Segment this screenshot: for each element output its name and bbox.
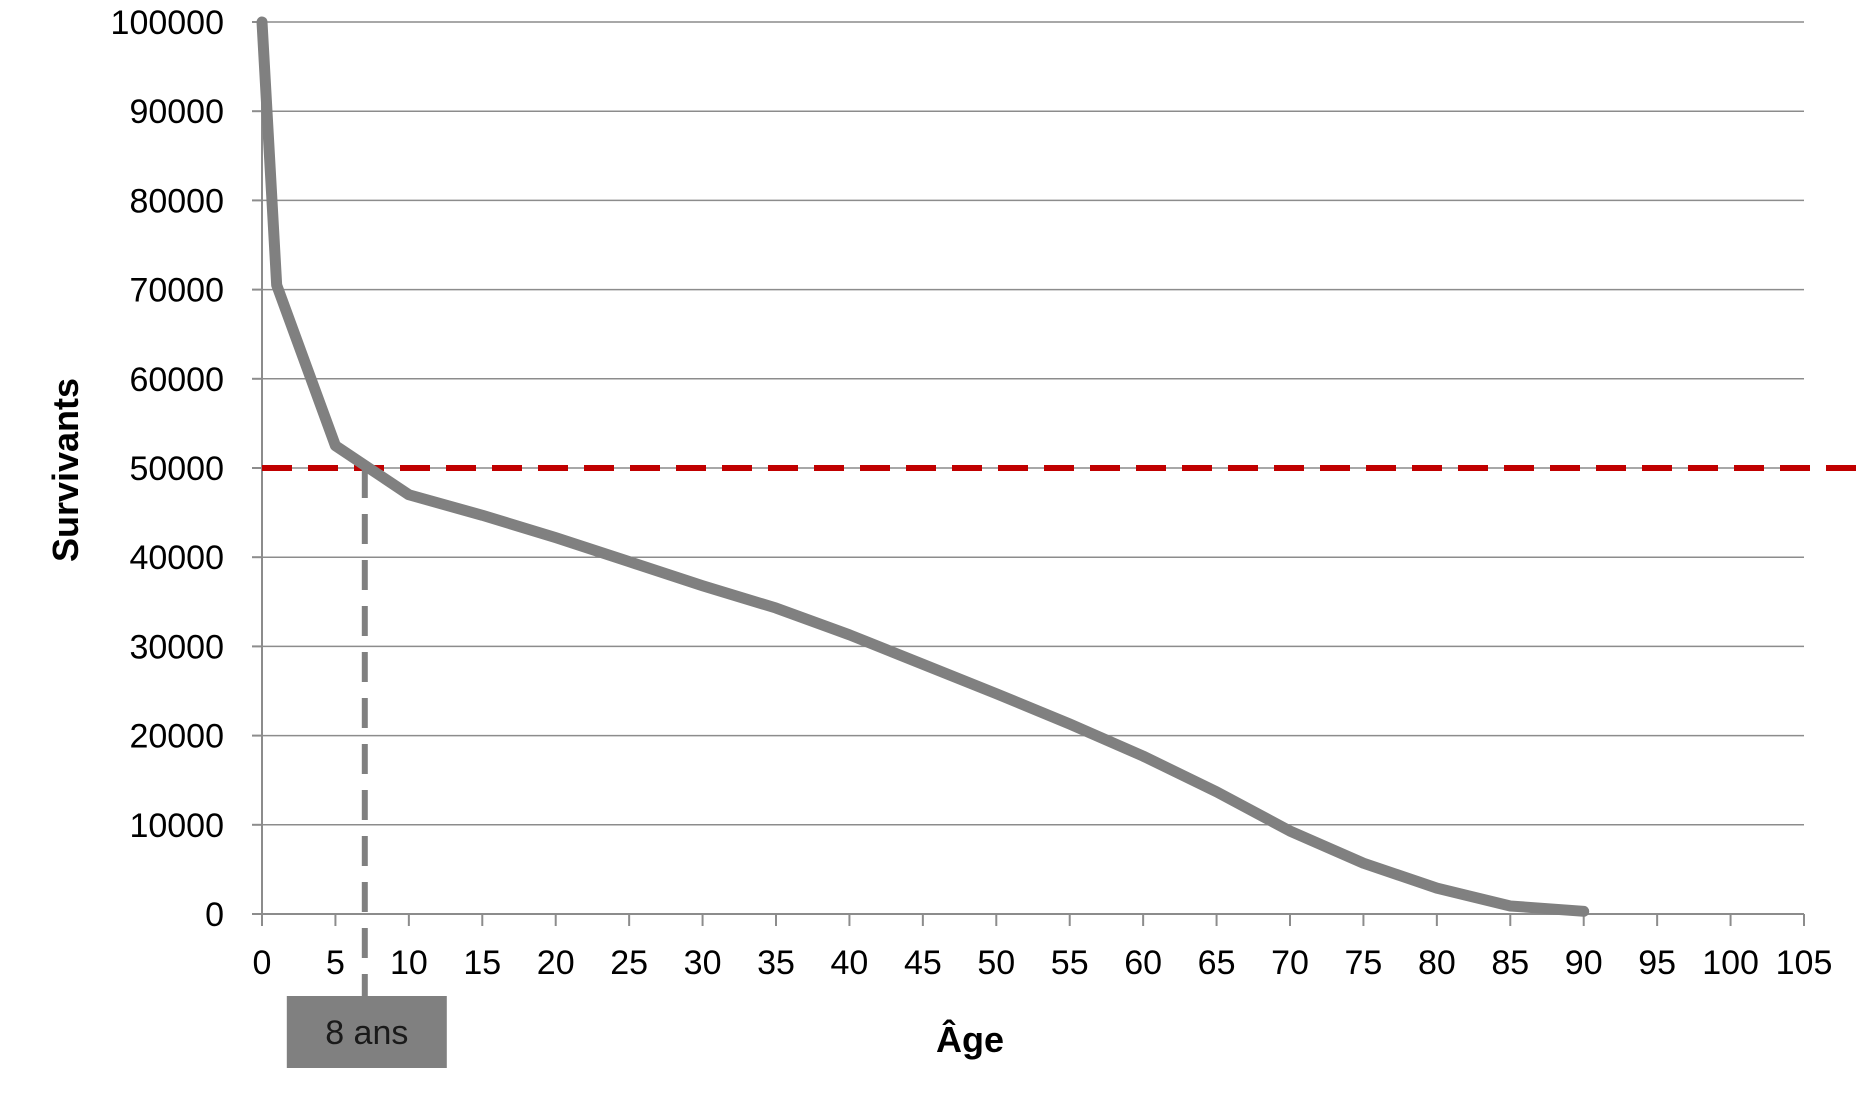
x-tick-label: 0 bbox=[253, 944, 272, 982]
x-tick-label: 75 bbox=[1345, 944, 1383, 982]
annotation-label: 8 ans bbox=[325, 1014, 408, 1052]
tick-labels: 0 10000 20000 30000 40000 50000 60000 70000 8000… bbox=[111, 4, 1833, 982]
x-tick-label: 95 bbox=[1638, 944, 1676, 982]
x-tick-label: 70 bbox=[1271, 944, 1309, 982]
y-tick-label: 0 bbox=[205, 896, 224, 934]
x-tick-label: 40 bbox=[831, 944, 869, 982]
y-tick-label: 70000 bbox=[129, 272, 224, 310]
x-tick-label: 10 bbox=[390, 944, 428, 982]
y-axis-title: Survivants bbox=[45, 378, 86, 562]
x-tick-label: 45 bbox=[904, 944, 942, 982]
x-tick-label: 30 bbox=[684, 944, 722, 982]
x-tick-label: 60 bbox=[1124, 944, 1162, 982]
axes bbox=[252, 21, 1805, 926]
x-tick-label: 50 bbox=[977, 944, 1015, 982]
x-tick-label: 105 bbox=[1776, 944, 1833, 982]
y-tick-label: 50000 bbox=[129, 450, 224, 488]
x-tick-label: 90 bbox=[1565, 944, 1603, 982]
y-tick-label: 10000 bbox=[129, 807, 224, 845]
y-tick-label: 20000 bbox=[129, 718, 224, 756]
y-tick-label: 80000 bbox=[129, 182, 224, 220]
annotation-box bbox=[286, 996, 447, 1068]
reference-lines bbox=[262, 465, 1856, 1012]
grid-lines bbox=[262, 21, 1804, 826]
annotations: 8 ans bbox=[286, 996, 447, 1068]
y-tick-label: 90000 bbox=[129, 93, 224, 131]
y-tick-label: 30000 bbox=[129, 628, 224, 666]
y-tick-label: 60000 bbox=[129, 361, 224, 399]
x-tick-label: 100 bbox=[1702, 944, 1759, 982]
x-tick-label: 20 bbox=[537, 944, 575, 982]
x-tick-label: 15 bbox=[463, 944, 501, 982]
x-tick-label: 5 bbox=[326, 944, 345, 982]
x-tick-label: 25 bbox=[610, 944, 648, 982]
x-tick-label: 55 bbox=[1051, 944, 1089, 982]
x-tick-label: 80 bbox=[1418, 944, 1456, 982]
x-axis-title: Âge bbox=[936, 1018, 1004, 1060]
series-line bbox=[256, 16, 1590, 917]
x-tick-label: 35 bbox=[757, 944, 795, 982]
series-layer bbox=[256, 16, 1590, 917]
x-tick-label: 65 bbox=[1198, 944, 1236, 982]
y-tick-label: 100000 bbox=[111, 4, 224, 42]
y-tick-label: 40000 bbox=[129, 539, 224, 577]
x-tick-label: 85 bbox=[1491, 944, 1529, 982]
